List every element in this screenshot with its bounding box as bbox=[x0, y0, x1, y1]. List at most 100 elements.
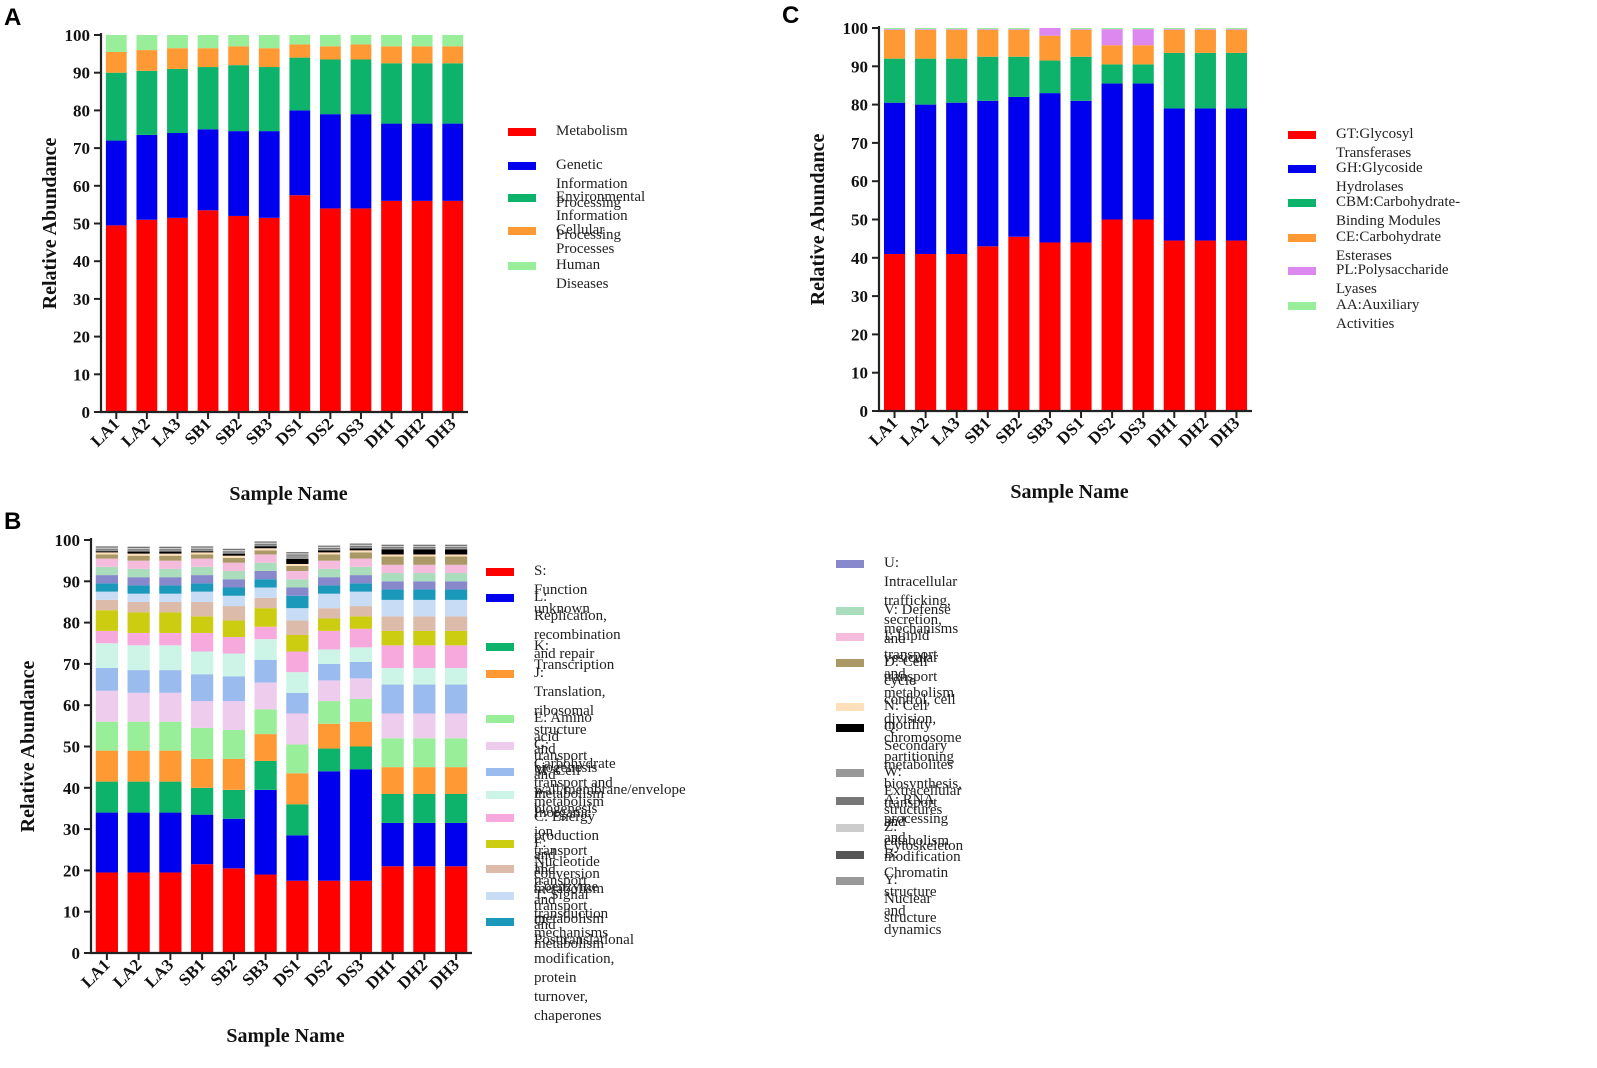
bar-segment-DH1-5 bbox=[1163, 28, 1185, 30]
bar-segment-DS1-4 bbox=[289, 35, 311, 45]
bar-segment-SB2-1 bbox=[1008, 96, 1030, 237]
legend-item: Metabolism bbox=[508, 122, 628, 141]
x-tick-label: DH1 bbox=[362, 955, 399, 992]
bar-segment-LA2-16 bbox=[127, 555, 150, 561]
bar-segment-LA2-8 bbox=[127, 632, 150, 646]
legend-label: G: Carbohydrate transport and metabolism bbox=[534, 737, 616, 810]
legend-label: Q: Secondary metabolites biosynthesis, t… bbox=[884, 719, 962, 849]
bar-segment-LA3-15 bbox=[159, 560, 182, 569]
bar-segment-SB2-2 bbox=[222, 789, 245, 819]
bar-segment-LA1-0 bbox=[95, 872, 118, 953]
bar-segment-LA3-1 bbox=[159, 812, 182, 873]
bar-segment-SB3-21 bbox=[254, 542, 277, 544]
bar-segment-SB2-7 bbox=[222, 653, 245, 677]
bar-stack-DS1 bbox=[286, 551, 309, 953]
legend-item: GT:Glycosyl Transferases bbox=[1288, 125, 1414, 163]
bar-segment-SB3-1 bbox=[254, 789, 277, 875]
bar-segment-SB3-5 bbox=[254, 682, 277, 710]
bar-segment-DS1-13 bbox=[286, 587, 309, 596]
legend-label: I: Lipid transport and metabolism bbox=[884, 628, 954, 701]
y-tick-label: 100 bbox=[65, 26, 91, 45]
bar-segment-LA1-8 bbox=[95, 630, 118, 644]
bar-segment-DS3-15 bbox=[349, 558, 372, 567]
bar-segment-DS1-17 bbox=[286, 563, 309, 567]
bar-stack-SB3 bbox=[254, 541, 277, 953]
bar-segment-SB2-3 bbox=[222, 758, 245, 790]
legend-item: CBM:Carbohydrate-Binding Modules bbox=[1288, 193, 1460, 231]
bar-segment-DH2-5 bbox=[413, 713, 436, 739]
bar-segment-SB2-22 bbox=[222, 549, 245, 550]
bar-stack-SB2 bbox=[228, 35, 250, 412]
bar-segment-SB2-9 bbox=[222, 620, 245, 638]
bar-segment-DH1-4 bbox=[1163, 29, 1185, 30]
bar-segment-DS3-1 bbox=[1132, 83, 1154, 220]
bar-segment-SB1-2 bbox=[977, 56, 999, 101]
bar-segment-LA3-0 bbox=[159, 872, 182, 953]
bar-segment-DH3-20 bbox=[445, 547, 468, 549]
bar-segment-DH3-5 bbox=[445, 713, 468, 739]
bar-segment-DH3-13 bbox=[445, 581, 468, 590]
bar-segment-DS3-2 bbox=[350, 59, 372, 115]
bar-segment-DH2-10 bbox=[413, 616, 436, 631]
bar-segment-DH1-10 bbox=[381, 616, 404, 631]
bar-stack-SB3 bbox=[1039, 28, 1061, 411]
bar-segment-DS3-11 bbox=[349, 591, 372, 607]
bar-stack-DH2 bbox=[413, 544, 436, 953]
bar-stack-LA2 bbox=[136, 35, 158, 412]
bar-segment-DS2-0 bbox=[319, 208, 341, 412]
bar-segment-DH1-11 bbox=[381, 599, 404, 617]
bar-segment-DS1-0 bbox=[1070, 242, 1092, 411]
bar-segment-LA2-6 bbox=[127, 670, 150, 693]
bar-segment-SB2-17 bbox=[222, 555, 245, 558]
bar-segment-LA3-4 bbox=[159, 721, 182, 751]
bar-segment-SB1-2 bbox=[197, 67, 219, 130]
y-tick-label: 10 bbox=[851, 364, 868, 383]
legend-swatch bbox=[1288, 234, 1316, 242]
bar-segment-DH2-3 bbox=[1194, 29, 1216, 53]
bar-segment-DH3-14 bbox=[445, 573, 468, 582]
bar-segment-DH2-21 bbox=[413, 545, 436, 548]
legend-item: Environmental Information Processing bbox=[508, 188, 645, 245]
bar-segment-DS1-11 bbox=[286, 608, 309, 621]
bar-segment-DH2-0 bbox=[1194, 240, 1216, 411]
bar-segment-DS1-22 bbox=[286, 552, 309, 554]
chart-b: 0 10 20 30 40 50 60 70 80 90 100 LA1LA2LA3SB1SB2SB3… bbox=[17, 531, 472, 1047]
legend-item: E: Amino acid transport and metabolism bbox=[486, 709, 604, 804]
bar-segment-SB2-19 bbox=[222, 552, 245, 554]
bar-segment-DS3-1 bbox=[350, 114, 372, 209]
bar-segment-SB2-1 bbox=[222, 818, 245, 869]
bar-segment-SB3-16 bbox=[254, 550, 277, 555]
bar-stack-DS3 bbox=[350, 35, 372, 412]
bar-segment-SB2-4 bbox=[228, 35, 250, 47]
x-tick-label: DS2 bbox=[1084, 413, 1119, 448]
bar-segment-LA2-0 bbox=[915, 253, 937, 411]
bar-segment-SB1-1 bbox=[191, 814, 214, 865]
legend-swatch bbox=[836, 724, 864, 732]
bar-segment-LA2-20 bbox=[127, 549, 150, 551]
bar-segment-DH2-4 bbox=[413, 738, 436, 768]
bar-segment-SB2-11 bbox=[222, 595, 245, 607]
bar-segment-LA3-0 bbox=[167, 217, 188, 412]
bar-segment-SB1-17 bbox=[191, 552, 214, 555]
bar-segment-LA2-4 bbox=[127, 721, 150, 751]
bar-segment-SB1-19 bbox=[191, 549, 214, 552]
x-tick-label: LA2 bbox=[896, 413, 932, 449]
bar-segment-SB3-14 bbox=[254, 562, 277, 571]
bar-stack-SB2 bbox=[1008, 28, 1030, 411]
bar-segment-LA3-3 bbox=[946, 29, 968, 59]
x-tick-label: LA3 bbox=[927, 413, 963, 449]
legend-item: V: Defense mechanisms bbox=[836, 601, 958, 639]
x-tick-label: LA2 bbox=[109, 955, 145, 991]
bar-segment-LA1-1 bbox=[883, 102, 906, 254]
legend-swatch bbox=[1288, 165, 1316, 173]
bar-segment-DS3-6 bbox=[349, 661, 372, 679]
bar-segment-SB1-2 bbox=[191, 787, 214, 815]
x-tick-label: SB3 bbox=[242, 414, 276, 448]
bar-segment-DH1-4 bbox=[381, 738, 404, 768]
legend-item: T: Signal transduction mechanisms bbox=[486, 886, 608, 943]
bar-segment-LA1-0 bbox=[883, 253, 906, 411]
bar-segment-SB2-20 bbox=[222, 551, 245, 553]
bar-segment-LA3-21 bbox=[159, 547, 182, 550]
bar-segment-SB1-20 bbox=[191, 548, 214, 550]
bar-segment-DS2-7 bbox=[318, 649, 341, 664]
